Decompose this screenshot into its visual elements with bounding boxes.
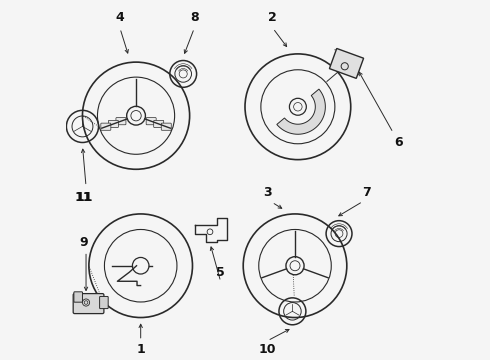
FancyBboxPatch shape [146,118,156,125]
Polygon shape [329,49,364,78]
FancyBboxPatch shape [154,120,164,127]
Text: 2: 2 [269,11,277,24]
FancyBboxPatch shape [74,292,82,302]
Text: 4: 4 [116,11,124,24]
FancyBboxPatch shape [73,294,104,314]
Text: 8: 8 [190,11,198,24]
Text: 7: 7 [362,186,371,199]
Text: 3: 3 [263,186,272,199]
FancyBboxPatch shape [99,296,108,309]
Text: 9: 9 [79,236,88,249]
Text: 11: 11 [75,191,92,204]
FancyBboxPatch shape [101,123,111,130]
FancyBboxPatch shape [108,120,119,127]
Text: 5: 5 [216,266,225,279]
Text: 1: 1 [136,343,145,356]
Text: 6: 6 [394,136,403,149]
Polygon shape [277,89,325,134]
Text: 10: 10 [259,343,276,356]
Text: 11: 11 [75,191,93,204]
FancyBboxPatch shape [116,118,126,125]
FancyBboxPatch shape [161,123,172,130]
